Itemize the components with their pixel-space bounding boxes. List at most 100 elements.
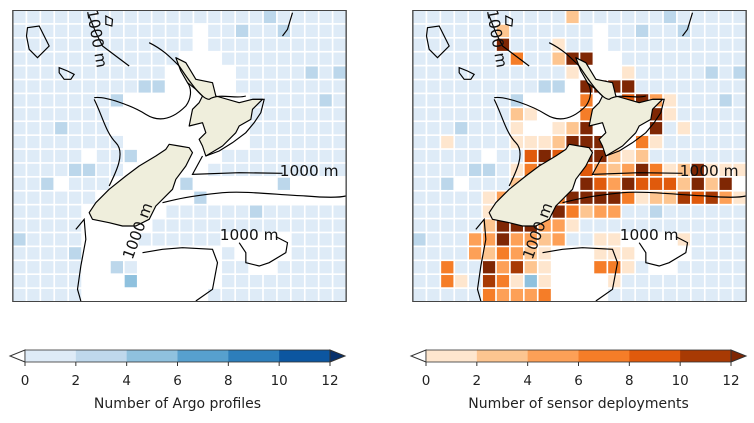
grid-cell <box>277 177 290 190</box>
grid-cell <box>482 52 496 65</box>
grid-cell <box>469 66 482 79</box>
grid-cell <box>719 163 732 177</box>
grid-cell <box>124 52 137 65</box>
grid-cell <box>96 163 110 177</box>
grid-cell <box>55 108 68 121</box>
grid-cell <box>333 288 346 302</box>
grid-cell <box>649 108 663 121</box>
grid-cell <box>277 275 290 288</box>
grid-cell <box>319 247 332 260</box>
grid-cell <box>469 247 482 260</box>
grid-cell <box>580 205 593 218</box>
grid-cell <box>510 275 523 288</box>
grid-cell <box>41 205 54 218</box>
argo-colorbar-svg <box>8 349 347 366</box>
land-polygon <box>175 57 264 157</box>
grid-cell <box>691 66 704 79</box>
grid-cell <box>677 205 690 218</box>
grid-cell <box>27 149 40 163</box>
grid-cell <box>319 135 332 149</box>
colorbar-segment <box>426 350 478 362</box>
grid-cell <box>496 288 510 302</box>
grid-cell <box>469 80 482 93</box>
grid-cell <box>194 10 207 24</box>
grid-cell <box>319 149 332 163</box>
grid-cell <box>733 247 746 260</box>
grid-cell <box>263 24 277 37</box>
grid-cell <box>263 66 277 79</box>
grid-cell <box>427 163 440 177</box>
grid-cell <box>69 52 82 65</box>
grid-cell <box>524 108 537 121</box>
grid-cell <box>194 219 207 232</box>
grid-cell <box>510 52 523 65</box>
grid-cell <box>677 149 690 163</box>
grid-cell <box>13 261 26 274</box>
grid-cell <box>13 191 26 204</box>
grid-cell <box>691 163 704 177</box>
grid-cell <box>552 24 565 37</box>
grid-cell <box>622 275 635 288</box>
colorbar-tick-label: 12 <box>321 373 339 389</box>
grid-cell <box>691 261 704 274</box>
grid-cell <box>319 261 332 274</box>
grid-cell <box>249 66 263 79</box>
grid-cell <box>622 38 635 51</box>
grid-cell <box>566 219 579 232</box>
grid-cell <box>608 288 621 302</box>
grid-cell <box>427 219 440 232</box>
land-polygon <box>88 143 194 227</box>
grid-cell <box>82 135 96 149</box>
grid-cell <box>291 52 304 65</box>
grid-cell <box>222 247 235 260</box>
grid-cell <box>222 261 235 274</box>
grid-cell <box>96 80 110 93</box>
grid-cell <box>277 219 290 232</box>
grid-cell <box>333 122 346 135</box>
grid-cell <box>691 122 704 135</box>
grid-cell <box>82 38 96 51</box>
grid-cell <box>455 261 468 274</box>
grid-cell <box>27 177 40 190</box>
grid-cell <box>552 52 565 65</box>
grid-cells <box>413 10 746 302</box>
grid-cell <box>55 205 68 218</box>
grid-cell <box>482 94 496 107</box>
grid-cell <box>510 10 523 24</box>
grid-cell <box>524 247 537 260</box>
argo-colorbar-label: Number of Argo profiles <box>93 396 262 412</box>
grid-cell <box>469 52 482 65</box>
grid-cell <box>194 233 207 246</box>
grid-cell <box>305 10 318 24</box>
grid-cell <box>538 288 551 302</box>
grid-cell <box>319 163 332 177</box>
grid-cell <box>482 108 496 121</box>
grid-cell <box>152 233 165 246</box>
grid-cell <box>413 80 426 93</box>
grid-cell <box>496 122 510 135</box>
grid-cell <box>677 191 690 204</box>
grid-cell <box>677 288 690 302</box>
grid-cell <box>496 94 510 107</box>
grid-cell <box>649 24 663 37</box>
grid-cell <box>55 38 68 51</box>
grid-cell <box>413 66 426 79</box>
grid-cell <box>222 219 235 232</box>
grid-cell <box>719 52 732 65</box>
grid-cell <box>663 191 677 204</box>
grid-cell <box>510 247 523 260</box>
grid-cell <box>236 66 249 79</box>
isobath-contour <box>458 66 476 80</box>
grid-cell <box>263 122 277 135</box>
grid-cell <box>455 24 468 37</box>
grid-cell <box>41 233 54 246</box>
grid-cell <box>719 80 732 93</box>
grid-cell <box>482 24 496 37</box>
grid-cell <box>319 66 332 79</box>
grid-cell <box>249 135 263 149</box>
grid-cell <box>636 261 649 274</box>
grid-cell <box>649 135 663 149</box>
grid-cell <box>110 66 123 79</box>
grid-cell <box>291 38 304 51</box>
